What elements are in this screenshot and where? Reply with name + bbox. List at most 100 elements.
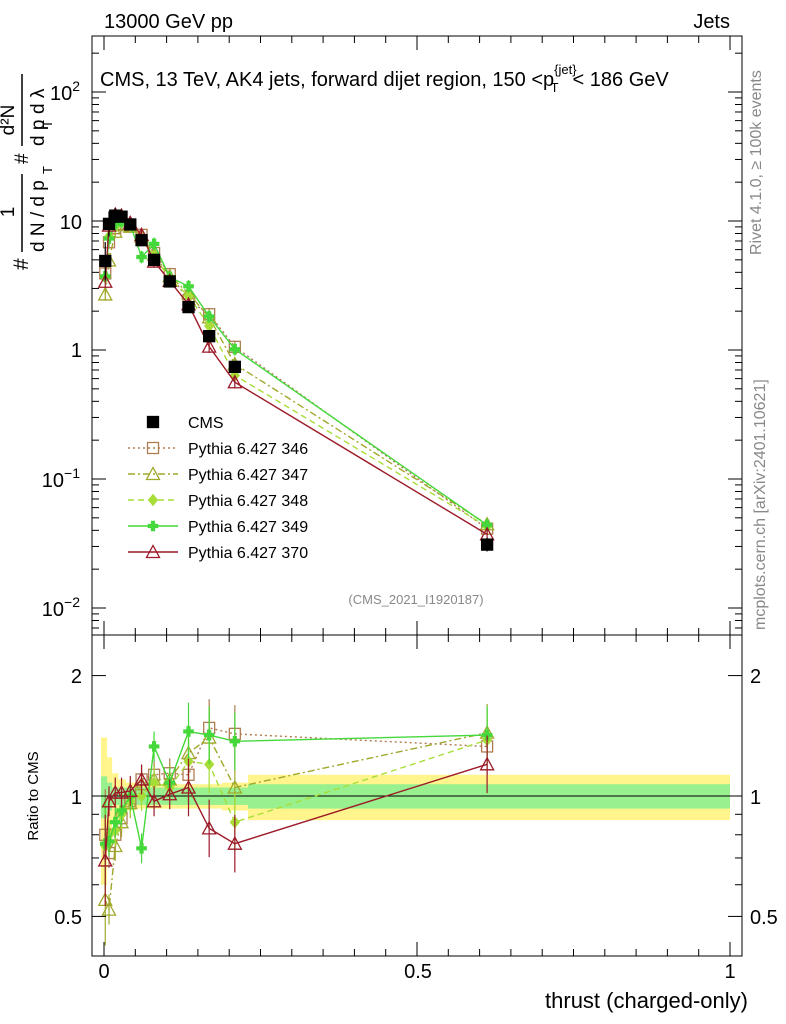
main-ytick-labels: 102 10 1 10−1 10−2 [42, 78, 82, 621]
cms-point [182, 300, 195, 314]
ratio-point [107, 838, 123, 853]
ratio-point [148, 741, 160, 752]
ratio-ticks [92, 635, 742, 956]
legend-entry-4: Pythia 6.427 349 [128, 519, 308, 536]
legend-marker [146, 441, 160, 455]
xtick-label-1: 1 [724, 961, 735, 983]
ratio-ytick-1: 1 [71, 787, 82, 809]
legend-marker [145, 466, 161, 481]
ylabel-denom-sub: T [40, 166, 55, 174]
legend-label: Pythia 6.427 349 [188, 519, 308, 536]
ylabel-hash1: # [10, 258, 33, 270]
main-point [97, 286, 113, 301]
ratio-point [109, 816, 121, 828]
ytick-label-1: 1 [71, 340, 82, 362]
cms-point [115, 210, 128, 223]
cms-point [480, 538, 494, 551]
ratio-point [204, 758, 215, 771]
legend-entry-0: CMS [146, 415, 224, 432]
ratio-ytick-0p5-right: 0.5 [750, 907, 778, 929]
main-point [97, 273, 113, 288]
ylabel-numer2: d²N [0, 105, 19, 136]
cms-point [124, 218, 137, 231]
main-point [201, 338, 217, 353]
xtick-label-0: 0 [98, 961, 109, 983]
title-main: CMS, 13 TeV, AK4 jets, forward dijet reg… [100, 69, 554, 91]
rivet-label: Rivet 4.1.0, ≥ 100k events [748, 70, 765, 255]
main-panel: 102 10 1 10−1 10−2 CMS, 13 TeV, AK4 jets… [42, 35, 743, 636]
ratio-point [103, 836, 115, 847]
ratio-point [133, 771, 150, 786]
ratio-point [97, 852, 113, 867]
ylabel-denom: d N / d p [28, 180, 49, 252]
legend-entry-5: Pythia 6.427 370 [128, 544, 308, 562]
mcplots-label: mcplots.cern.ch [arXiv:2401.10621] [752, 379, 769, 630]
main-ylabel: # 1 d N / d p T # d²N d p T d λ [0, 74, 55, 270]
ratio-ytick-0p5: 0.5 [54, 907, 82, 929]
ratio-ytick-2: 2 [71, 666, 82, 688]
ylabel-denom2-tail: d λ [28, 88, 49, 114]
title-sup: {jet} [554, 62, 577, 77]
main-point [229, 343, 241, 355]
main-reference [99, 208, 494, 552]
title-sub: T [551, 80, 559, 95]
main-point [183, 280, 194, 292]
ratio-ytick-1-right: 1 [750, 787, 761, 809]
ratio-series-line [104, 727, 488, 856]
plot-title: CMS, 13 TeV, AK4 jets, forward dijet reg… [100, 62, 669, 95]
ratio-point [162, 786, 178, 801]
ratio-series-3 [99, 702, 493, 890]
analysis-watermark: (CMS_2021_I1920187) [348, 592, 483, 607]
header-right: Jets [693, 11, 730, 33]
legend-label: Pythia 6.427 370 [188, 545, 308, 562]
x-axis-label: thrust (charged-only) [545, 988, 748, 1013]
legend-entry-2: Pythia 6.427 347 [128, 466, 308, 484]
legend-entry-3: Pythia 6.427 348 [128, 493, 308, 510]
ratio-panel: 2 1 0.5 2 1 0.5 Ratio to CMS 0 0.5 1 thr… [25, 634, 778, 1013]
ytick-exp-100: 2 [72, 78, 80, 94]
main-point [227, 374, 243, 389]
ratio-ytick-2-right: 2 [750, 666, 761, 688]
legend-marker [147, 520, 159, 532]
main-point [148, 238, 160, 250]
ratio-point [479, 756, 495, 771]
ytick-label-0p01: 10−2 [42, 594, 80, 621]
ytick-label-10: 10 [60, 212, 82, 234]
ratio-series-line [104, 732, 488, 910]
main-point [136, 251, 147, 263]
legend-marker [147, 493, 159, 507]
ratio-ylabel: Ratio to CMS [25, 751, 42, 840]
ytick-label-100: 102 [50, 78, 80, 105]
header-left: 13000 GeV pp [104, 11, 233, 33]
cms-point [102, 217, 116, 231]
cms-point [135, 234, 148, 247]
cms-point [163, 275, 176, 288]
ratio-point [227, 779, 243, 794]
ratio-point [116, 805, 127, 816]
ratio-point [101, 793, 117, 808]
cms-point [99, 254, 112, 268]
legend: CMS Pythia 6.427 346 Pythia 6.427 347 Pythi… [128, 415, 308, 562]
legend-label: Pythia 6.427 348 [188, 493, 308, 510]
legend-marker [146, 415, 160, 429]
ytick-base-0p01: 10 [42, 599, 64, 621]
legend-marker [145, 544, 161, 559]
ratio-point [183, 726, 194, 737]
ratio-bands [101, 737, 731, 885]
ratio-point [136, 843, 147, 854]
ratio-point [481, 729, 493, 741]
ytick-base-0p1: 10 [42, 470, 64, 492]
ylabel-denom2-sub: T [40, 120, 55, 128]
ratio-point [227, 835, 243, 850]
ytick-base-100: 10 [50, 83, 72, 105]
ratio-series-4 [97, 735, 495, 907]
ratio-band-inner [101, 776, 108, 819]
title-end: < 186 GeV [573, 69, 670, 91]
ratio-point [229, 736, 241, 747]
cms-point [147, 253, 161, 266]
cms-point [203, 330, 216, 343]
ratio-point [146, 793, 162, 808]
legend-label: Pythia 6.427 346 [188, 441, 308, 458]
legend-label: Pythia 6.427 347 [188, 467, 308, 484]
